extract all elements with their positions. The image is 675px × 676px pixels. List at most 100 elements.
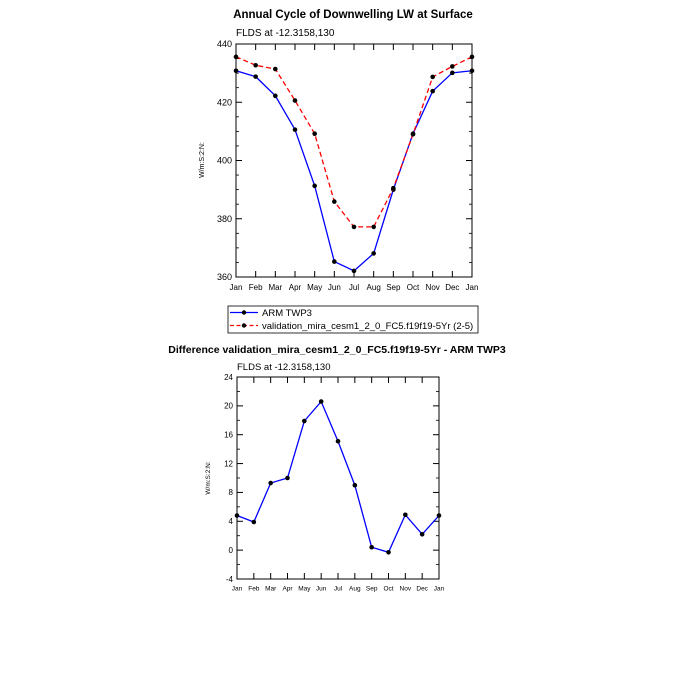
y-tick-label: 400 — [217, 156, 232, 166]
legend-label-validation: validation_mira_cesm1_2_0_FC5.f19f19-5Yr… — [262, 321, 473, 332]
x-tick-label: Jan — [434, 586, 445, 593]
x-tick-label: Nov — [426, 283, 440, 292]
data-point — [351, 268, 357, 274]
chart1-axes: Jan Feb Mar Apr May Jun Jul Aug Sep Oct Nov Dec Jan3… — [217, 39, 478, 292]
y-tick-label: 380 — [217, 214, 232, 224]
x-tick-label: Jul — [334, 586, 343, 593]
x-tick-label: Feb — [248, 586, 260, 593]
chart2-plot-frame — [236, 376, 440, 580]
x-tick-label: May — [307, 283, 322, 292]
x-tick-label: Jan — [230, 283, 243, 292]
y-tick-label: 4 — [229, 517, 234, 526]
data-point — [253, 74, 258, 79]
chart2-title: Difference validation_mira_cesm1_2_0_FC5… — [168, 344, 506, 356]
x-tick-label: Feb — [249, 283, 263, 292]
chart2-series — [234, 399, 442, 555]
x-tick-label: Mar — [265, 586, 277, 593]
x-tick-label: Mar — [268, 283, 282, 292]
legend-label-arm-twp3: ARM TWP3 — [262, 308, 312, 319]
data-point — [403, 512, 408, 518]
data-point — [273, 66, 278, 72]
legend-marker-validation — [241, 323, 247, 328]
x-tick-label: Aug — [349, 586, 361, 593]
x-tick-label: Jan — [466, 283, 479, 292]
data-point — [410, 131, 416, 137]
y-tick-label: 16 — [224, 431, 233, 440]
x-tick-label: Jun — [328, 283, 341, 292]
difference-chart: Difference validation_mira_cesm1_2_0_FC5… — [168, 344, 506, 593]
data-point — [335, 438, 341, 444]
data-point — [469, 68, 475, 74]
x-tick-label: Oct — [407, 283, 420, 292]
data-point — [436, 513, 442, 518]
data-point — [285, 475, 290, 481]
data-point — [292, 98, 298, 103]
data-point — [371, 224, 376, 230]
chart2-y-axis-label: W/m:S:2:N: — [205, 461, 212, 494]
legend-marker-arm-twp3 — [241, 310, 247, 315]
data-point — [273, 93, 278, 99]
y-tick-label: 8 — [229, 488, 234, 497]
x-tick-label: Jun — [316, 586, 327, 593]
data-point — [419, 531, 425, 537]
data-point — [292, 127, 298, 132]
y-tick-label: 24 — [224, 373, 233, 382]
y-tick-label: 0 — [229, 546, 234, 555]
data-point — [251, 519, 257, 525]
chart1-y-axis-label: W/m:S:2:N: — [199, 142, 206, 178]
data-point — [318, 399, 324, 404]
data-point — [233, 54, 239, 60]
data-point — [369, 544, 374, 550]
data-point — [332, 259, 337, 264]
y-tick-label: 360 — [217, 272, 232, 282]
data-point — [302, 418, 307, 424]
y-tick-label: 440 — [217, 39, 232, 49]
chart2-subtitle: FLDS at -12.3158,130 — [237, 362, 330, 373]
data-point — [332, 199, 337, 204]
x-tick-label: Jul — [349, 283, 359, 292]
x-tick-label: Nov — [400, 586, 412, 593]
x-tick-label: Sep — [386, 283, 401, 292]
chart1-title: Annual Cycle of Downwelling LW at Surfac… — [233, 9, 473, 21]
y-tick-label: 420 — [217, 97, 232, 107]
data-point — [430, 88, 435, 94]
data-point — [450, 70, 455, 76]
chart2-axes: Jan Feb Mar Apr May Jun Jul Aug Sep Oct Nov Dec Jan -… — [224, 373, 445, 593]
data-point — [391, 185, 396, 191]
x-tick-label: Oct — [383, 586, 393, 593]
data-point — [430, 74, 435, 80]
x-tick-label: May — [298, 586, 311, 593]
x-tick-label: Jan — [232, 586, 243, 593]
data-point — [351, 224, 357, 230]
x-tick-label: Dec — [416, 586, 428, 593]
data-point — [268, 480, 273, 486]
x-tick-label: Apr — [289, 283, 302, 292]
data-point — [371, 251, 376, 256]
y-tick-label: 20 — [224, 402, 233, 411]
data-point — [469, 54, 475, 60]
x-tick-label: Aug — [367, 283, 381, 292]
chart1-legend: ARM TWP3 validation_mira_cesm1_2_0_FC5.f… — [227, 305, 479, 334]
data-point — [233, 68, 239, 74]
data-point — [253, 62, 258, 68]
x-tick-label: Apr — [282, 586, 293, 593]
data-point — [450, 64, 455, 69]
annual-cycle-chart: Annual Cycle of Downwelling LW at Surfac… — [199, 9, 479, 334]
chart1-plot-frame — [235, 43, 473, 278]
x-tick-label: Dec — [445, 283, 459, 292]
y-tick-label: 12 — [224, 459, 233, 468]
data-point — [386, 550, 391, 555]
legend-frame — [227, 305, 479, 334]
y-tick-label: -4 — [226, 575, 234, 584]
data-point — [234, 513, 240, 518]
series-line-0 — [236, 400, 440, 554]
x-tick-label: Sep — [366, 586, 378, 593]
data-point — [312, 183, 317, 189]
data-point — [352, 482, 358, 488]
data-point — [312, 131, 317, 137]
chart1-series — [233, 54, 475, 274]
series-line-1 — [235, 56, 473, 228]
series-line-0 — [235, 70, 473, 272]
chart1-subtitle: FLDS at -12.3158,130 — [236, 28, 335, 39]
